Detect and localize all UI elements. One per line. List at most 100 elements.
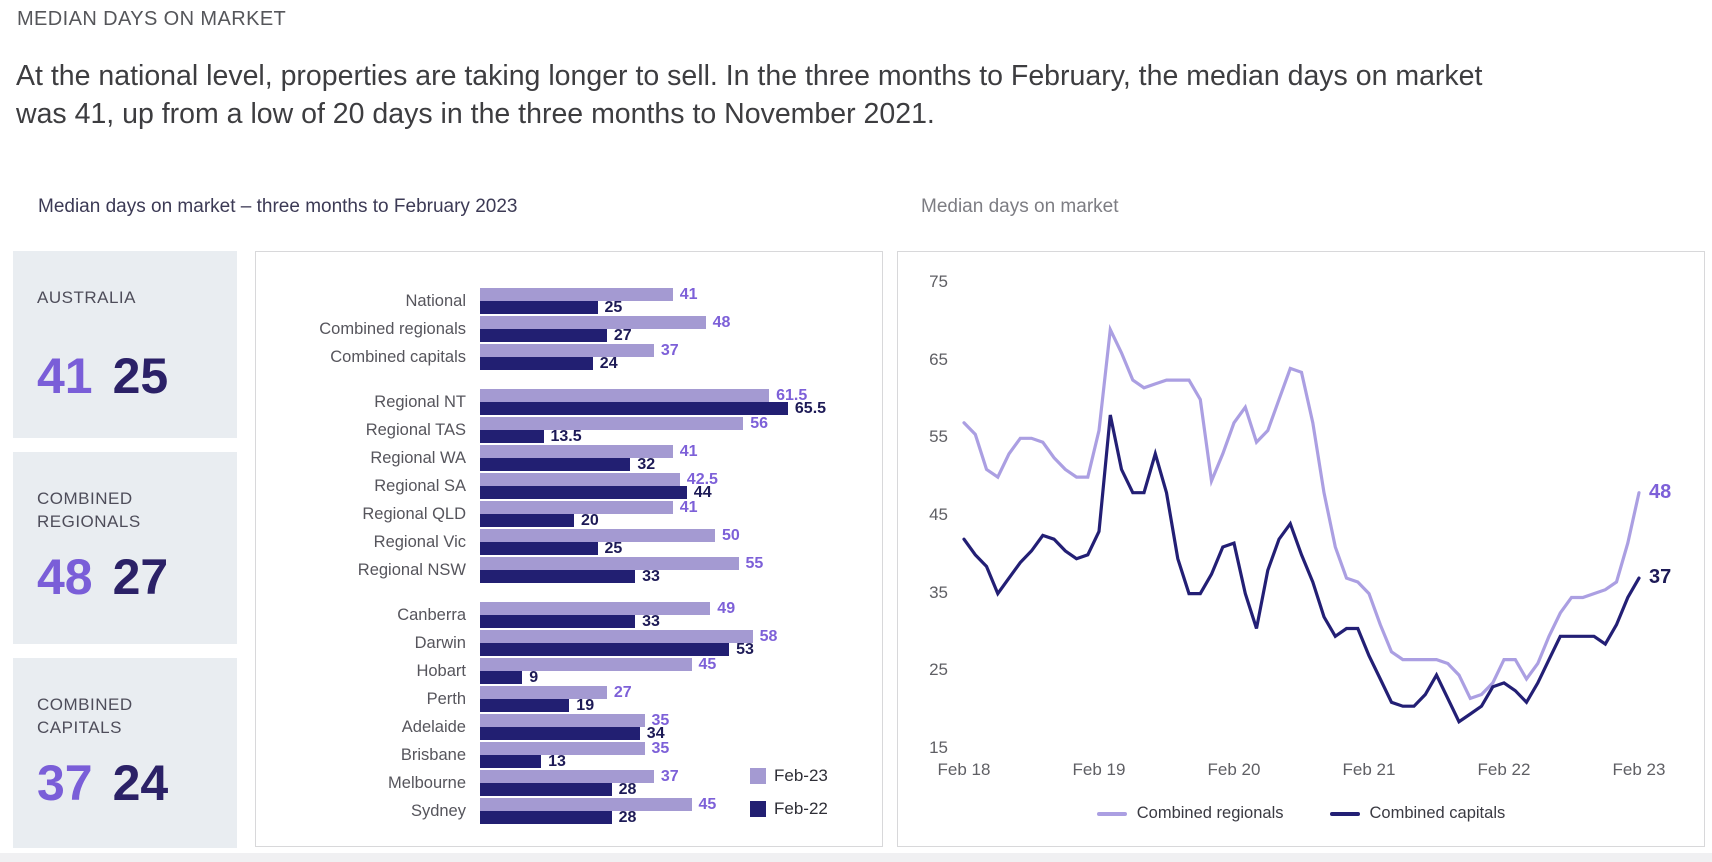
bar-row: Brisbane 35 13 bbox=[256, 740, 882, 770]
bar-line-feb22: 28 bbox=[480, 810, 716, 826]
bar-group: Regional NT 61.5 65.5 Regional TAS 56 13.5 Reg… bbox=[256, 388, 882, 585]
capitals-line-swatch-icon bbox=[1329, 811, 1360, 816]
bar-value-feb22: 13.5 bbox=[550, 428, 582, 445]
line-x-axis: Feb 18 Feb 19 Feb 20 Feb 21 Feb 22 Feb 23 bbox=[898, 760, 1704, 784]
bar-category-label: Regional WA bbox=[370, 449, 466, 467]
bar-pair: 50 25 bbox=[480, 528, 740, 557]
bar-category-label: Sydney bbox=[410, 802, 466, 820]
bar-row: Regional TAS 56 13.5 bbox=[256, 416, 882, 445]
bar-category-label: National bbox=[405, 292, 466, 310]
bar-line-feb22: 33 bbox=[480, 569, 763, 585]
y-tick-label: 45 bbox=[929, 504, 948, 524]
bar-line-feb22: 28 bbox=[480, 781, 679, 798]
bar-line-feb22: 9 bbox=[480, 670, 716, 686]
bar-line-feb23: 27 bbox=[480, 685, 632, 701]
bar-value-feb23: 42.5 bbox=[686, 471, 718, 488]
bar-feb22 bbox=[480, 570, 636, 583]
bar-row: National 41 25 bbox=[256, 287, 882, 316]
bar-pair: 41 32 bbox=[480, 443, 698, 473]
line-plot bbox=[962, 323, 1641, 725]
legend-item-feb23: Feb-23 bbox=[750, 766, 828, 786]
bar-line-feb22: 20 bbox=[480, 512, 697, 529]
stat-card-label: COMBINED REGIONALS bbox=[37, 489, 141, 531]
bar-value-feb22: 25 bbox=[604, 540, 623, 557]
bar-line-feb22: 27 bbox=[480, 327, 730, 344]
bar-line-feb23: 45 bbox=[480, 656, 717, 673]
line-chart-title: Median days on market bbox=[921, 196, 1119, 217]
legend-item-combined-regionals: Combined regionals bbox=[1096, 804, 1284, 823]
bar-row: Regional NT 61.5 65.5 bbox=[256, 388, 882, 417]
capitals-end-label: 37 bbox=[1649, 566, 1672, 589]
regionals-end-label: 48 bbox=[1649, 480, 1672, 503]
bar-category-label: Darwin bbox=[414, 634, 466, 652]
bar-line-feb23: 45 bbox=[480, 797, 716, 813]
bar-pair: 41 25 bbox=[480, 287, 697, 316]
bar-line-feb23: 58 bbox=[480, 629, 777, 645]
bar-row: Darwin 58 53 bbox=[256, 629, 882, 658]
bar-feb22 bbox=[480, 357, 593, 370]
bar-row: Hobart 45 9 bbox=[256, 656, 882, 686]
legend-label: Combined regionals bbox=[1136, 804, 1284, 822]
bar-line-feb23: 37 bbox=[480, 342, 679, 359]
bar-value-feb22: 33 bbox=[642, 613, 660, 630]
bar-line-feb23: 37 bbox=[480, 769, 679, 785]
bar-line-feb22: 19 bbox=[480, 697, 632, 714]
bar-value-feb23: 35 bbox=[651, 740, 670, 757]
bar-value-feb22: 20 bbox=[581, 512, 599, 529]
bar-row: Regional NSW 55 33 bbox=[256, 556, 882, 585]
bar-feb22 bbox=[480, 811, 612, 824]
bar-feb23 bbox=[480, 316, 706, 329]
intro-text: At the national level, properties are ta… bbox=[16, 60, 1483, 130]
bar-line-feb22: 24 bbox=[480, 356, 679, 372]
bar-line-feb22: 25 bbox=[480, 540, 740, 557]
bar-line-feb23: 61.5 bbox=[480, 388, 826, 404]
bar-category-label: Brisbane bbox=[400, 746, 466, 764]
bar-value-feb23: 37 bbox=[660, 342, 679, 359]
bar-feb22 bbox=[480, 727, 640, 740]
page-bottom-divider bbox=[0, 853, 1712, 862]
x-tick-label: Feb 19 bbox=[1072, 760, 1126, 779]
bar-value-feb23: 48 bbox=[712, 314, 731, 331]
bar-feb22 bbox=[480, 671, 523, 684]
bar-line-feb22: 32 bbox=[480, 456, 697, 473]
bar-row: Regional WA 41 32 bbox=[256, 443, 882, 473]
bar-category-label: Combined regionals bbox=[319, 320, 466, 338]
bar-line-feb22: 33 bbox=[480, 613, 735, 630]
bar-pair: 58 53 bbox=[480, 629, 777, 658]
y-tick-label: 65 bbox=[929, 349, 948, 369]
bar-line-feb22: 53 bbox=[480, 642, 777, 658]
bar-feb23 bbox=[480, 798, 692, 811]
bar-pair: 45 28 bbox=[480, 797, 716, 826]
bar-value-feb23: 41 bbox=[679, 443, 698, 460]
stat-card-label: COMBINED CAPITALS bbox=[37, 695, 133, 737]
y-tick-label: 25 bbox=[929, 660, 948, 680]
bar-pair: 48 27 bbox=[480, 314, 731, 344]
bar-feb23 bbox=[480, 344, 654, 357]
bar-line-feb23: 41 bbox=[480, 443, 698, 460]
x-tick-label: Feb 20 bbox=[1207, 760, 1261, 779]
bar-group: National 41 25 Combined regionals 48 27 Combin… bbox=[256, 287, 882, 372]
stat-card-australia: AUSTRALIA 41 25 bbox=[13, 251, 237, 438]
feb22-swatch-icon bbox=[750, 801, 766, 817]
bar-feb22 bbox=[480, 486, 687, 499]
bar-line-feb22: 34 bbox=[480, 726, 669, 742]
bar-value-feb23: 45 bbox=[698, 656, 717, 673]
bar-line-feb23: 41 bbox=[480, 287, 697, 303]
stat-feb22: 24 bbox=[112, 755, 169, 811]
bar-feb23 bbox=[480, 686, 607, 699]
bar-chart-panel: National 41 25 Combined regionals 48 27 Combin… bbox=[255, 251, 883, 847]
bar-value-feb22: 27 bbox=[613, 327, 632, 344]
bar-line-feb23: 41 bbox=[480, 500, 697, 516]
legend-label: Feb-22 bbox=[774, 799, 828, 818]
bar-value-feb22: 32 bbox=[637, 456, 656, 473]
bar-category-label: Regional QLD bbox=[362, 505, 466, 523]
bar-pair: 56 13.5 bbox=[480, 416, 768, 445]
bar-feb23 bbox=[480, 445, 673, 458]
bar-value-feb22: 28 bbox=[618, 781, 637, 798]
bar-feb22 bbox=[480, 458, 631, 471]
stat-cards: AUSTRALIA 41 25 COMBINED REGIONALS 48 27… bbox=[13, 251, 237, 848]
bar-feb23 bbox=[480, 658, 692, 671]
bar-category-label: Adelaide bbox=[401, 718, 466, 736]
bar-value-feb22: 19 bbox=[576, 697, 595, 714]
bar-row: Regional SA 42.5 44 bbox=[256, 471, 882, 501]
